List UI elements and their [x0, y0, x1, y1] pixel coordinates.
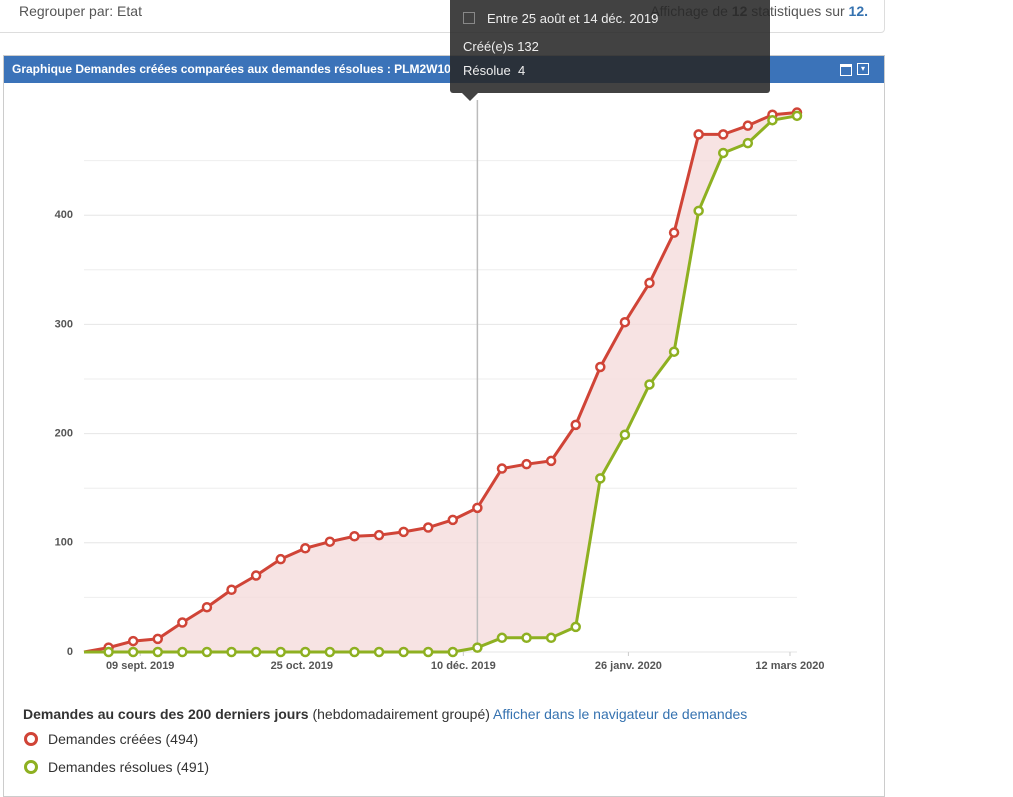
point [472, 642, 483, 653]
heading: Demandes au cours des 200 derniers jours [23, 706, 309, 722]
point [324, 646, 336, 658]
point [668, 346, 680, 357]
point [152, 633, 164, 645]
point [127, 635, 139, 647]
label: Résolue [463, 63, 511, 78]
x-tick-label: 12 mars 2020 [755, 660, 824, 672]
y-tick-label: 0 [67, 646, 73, 658]
point [275, 553, 286, 565]
legend-label: Demandes créées (494) [48, 731, 199, 747]
label: Créé(e)s [463, 39, 514, 54]
legend-label: Demandes résolues (491) [48, 759, 210, 775]
text: Entre 25 août et 14 déc. 2019 [487, 11, 659, 26]
point [226, 646, 237, 658]
point [668, 227, 680, 238]
point [250, 646, 262, 658]
point [595, 361, 606, 373]
point [398, 646, 409, 658]
x-tick-label: 26 janv. 2020 [595, 660, 662, 672]
text: statistiques sur [751, 3, 845, 19]
point [447, 514, 459, 526]
point [496, 463, 508, 474]
point [177, 646, 188, 658]
legend-item: Demandes résolues (491) [24, 759, 209, 775]
point [767, 114, 778, 126]
y-tick-label: 400 [55, 209, 73, 221]
group-by: Regrouper par: Etat [19, 3, 142, 19]
issue-navigator-link[interactable]: Afficher dans le navigateur de demandes [493, 706, 748, 722]
point [201, 646, 213, 658]
point [644, 379, 655, 390]
point [619, 316, 631, 328]
point [545, 455, 557, 467]
note: (hebdomadairement groupé) [312, 706, 490, 722]
point [152, 646, 164, 658]
y-tick-label: 100 [55, 537, 73, 549]
point [595, 473, 606, 484]
point [693, 205, 704, 217]
footer: Demandes au cours des 200 derniers jours… [23, 706, 747, 722]
point [349, 530, 360, 542]
tooltip-range: Entre 25 août et 14 déc. 2019 [463, 11, 658, 26]
x-tick-label: 09 sept. 2019 [106, 660, 175, 672]
point [373, 529, 385, 541]
tooltip-arrow [462, 93, 478, 101]
point [373, 646, 385, 658]
point [644, 277, 655, 289]
point [250, 570, 262, 581]
value: 4 [517, 63, 526, 78]
legend-item: Demandes créées (494) [24, 731, 198, 747]
point [717, 129, 729, 140]
maximize-icon[interactable] [840, 64, 852, 76]
point [521, 458, 532, 470]
legend-marker [24, 732, 38, 746]
tooltip-resolved: Résolue 4 [463, 63, 525, 78]
point [447, 646, 459, 658]
point [324, 536, 336, 547]
point [472, 502, 483, 514]
point [349, 646, 360, 658]
point [177, 617, 188, 628]
point [201, 601, 213, 613]
x-tick-label: 25 oct. 2019 [271, 660, 333, 672]
point [570, 621, 581, 633]
y-tick-label: 300 [55, 318, 73, 330]
title: Graphique Demandes créées comparées aux … [12, 62, 451, 76]
y-tick-label: 200 [55, 428, 73, 440]
point [275, 646, 286, 658]
point [398, 526, 409, 538]
value: 132 [517, 39, 539, 54]
legend-marker [24, 760, 38, 774]
total-link[interactable]: 12. [848, 3, 868, 19]
point [521, 632, 532, 644]
x-tick-label: 10 déc. 2019 [431, 660, 496, 672]
tooltip-created: Créé(e)s 132 [463, 39, 539, 54]
point [300, 543, 311, 554]
difference-area [84, 112, 797, 652]
point [127, 646, 139, 658]
point [226, 584, 237, 596]
point [742, 120, 754, 131]
tooltip: Entre 25 août et 14 déc. 2019 Créé(e)s 1… [450, 0, 770, 93]
point [693, 129, 704, 140]
calendar-icon [463, 12, 475, 24]
point [422, 522, 434, 533]
point [300, 646, 311, 658]
point [619, 429, 631, 440]
point [717, 147, 729, 159]
point [103, 646, 114, 658]
point [742, 137, 754, 149]
point [496, 632, 508, 644]
point [570, 419, 581, 431]
point [791, 110, 803, 122]
point [422, 646, 434, 658]
menu-icon[interactable]: ▾ [857, 63, 869, 75]
point [545, 632, 557, 644]
